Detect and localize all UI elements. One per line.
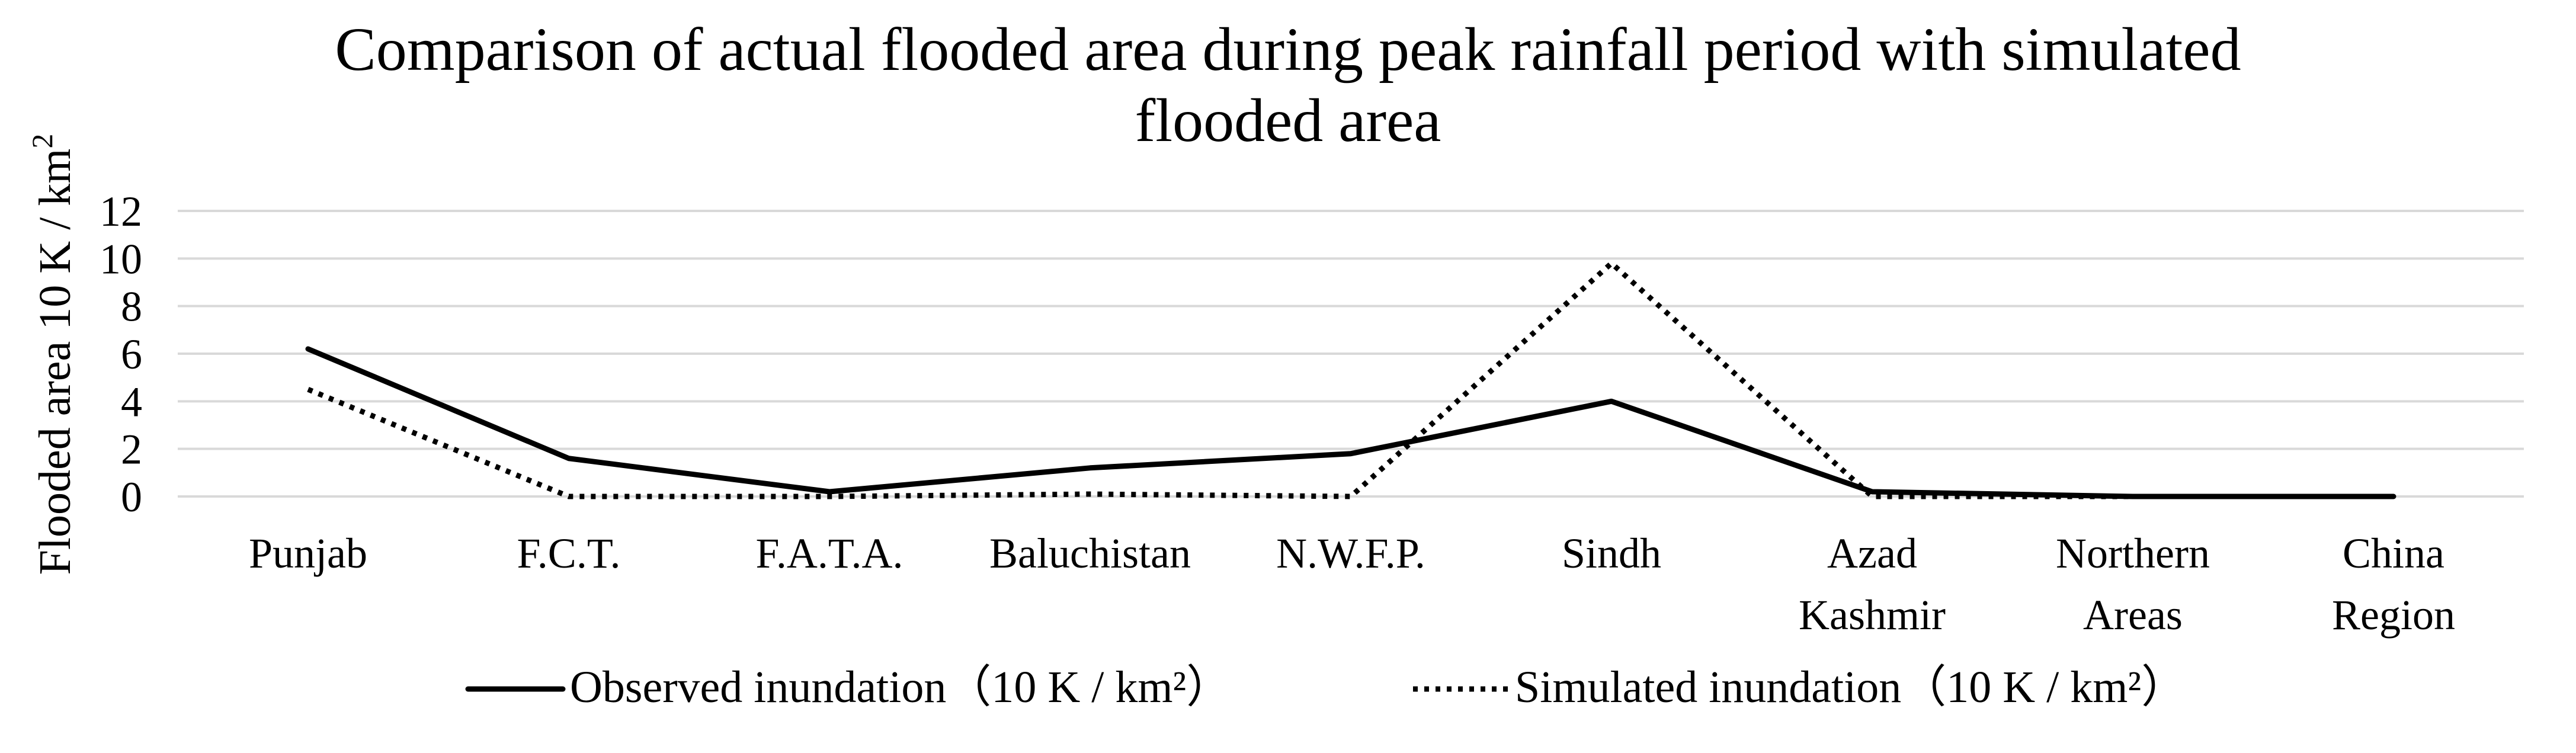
chart-title-line: Comparison of actual flooded area during… [335,15,2241,84]
x-category-label: N.W.F.P. [1276,530,1425,577]
gridlines [178,210,2524,498]
series-lines [305,259,2396,499]
x-category-label: China [2343,530,2444,577]
y-tick-label: 8 [121,283,142,331]
x-category-label: Sindh [1562,530,1661,577]
y-tick-label: 12 [100,188,142,235]
x-category-label: Azad [1827,530,1917,577]
legend-label: Simulated inundation（10 K / km²） [1515,662,2186,712]
y-axis-label: Flooded area 10 K / km2 [25,134,80,575]
x-category-label: Northern [2056,530,2210,577]
simulated-series-line [307,259,2394,499]
x-category-label: Punjab [249,530,367,577]
y-tick-label: 0 [121,473,142,521]
chart-title-line: flooded area [1135,86,1441,155]
observed-series-line [305,346,2396,499]
x-category-label: F.C.T. [517,530,621,577]
y-tick-label: 10 [100,235,142,283]
x-category-label: Baluchistan [989,530,1191,577]
y-tick-label: 6 [121,331,142,378]
y-tick-label: 4 [121,378,142,425]
x-category-label: F.A.T.A. [756,530,903,577]
x-category-label: Region [2332,591,2455,639]
legend-label: Observed inundation（10 K / km²） [570,662,1231,712]
x-category-label: Areas [2083,591,2183,639]
x-category-label: Kashmir [1799,591,1946,639]
y-axis-title: Flooded area 10 K / km2 [25,134,80,575]
y-tick-label: 2 [121,426,142,473]
chart-title: Comparison of actual flooded area during… [335,15,2241,155]
legend: Observed inundation（10 K / km²） Simulated… [465,662,2186,712]
x-category-labels: Punjab F.C.T. F.A.T.A. Baluchistan N.W.F.P. S… [249,530,2455,639]
